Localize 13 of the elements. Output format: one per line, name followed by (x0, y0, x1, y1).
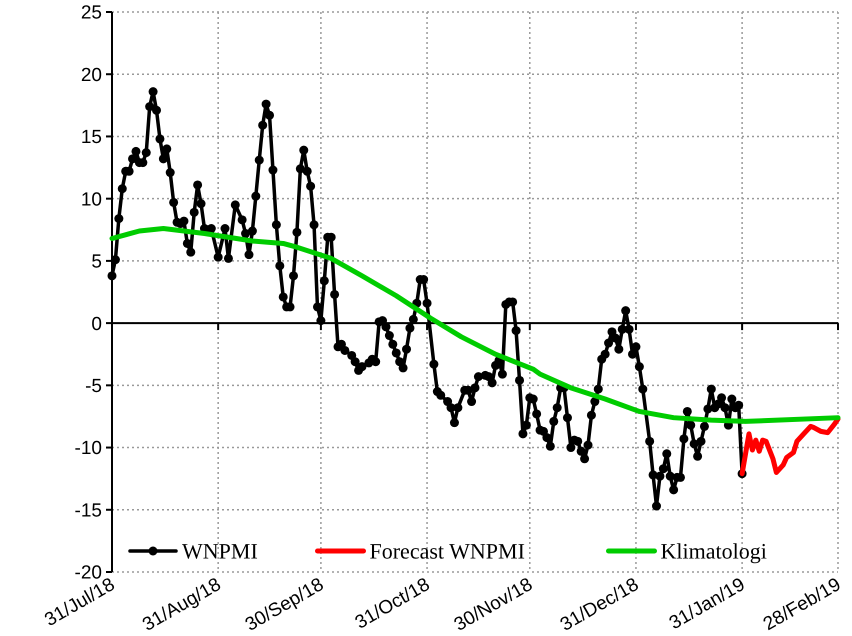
legend-label: Forecast WNPMI (370, 538, 525, 564)
y-tick-label: -15 (74, 500, 102, 522)
y-tick-label: 25 (80, 2, 102, 24)
y-tick-label: 0 (91, 314, 102, 335)
y-tick-label: -20 (74, 562, 102, 584)
y-tick-label: 20 (80, 64, 102, 86)
legend-label: Klimatologi (660, 538, 767, 564)
y-tick-label: 5 (91, 252, 102, 273)
y-tick-label: 10 (80, 189, 102, 210)
y-tick-label: -5 (85, 376, 102, 397)
y-tick-label: 15 (80, 127, 102, 148)
legend-label: WNPMI (182, 538, 258, 564)
y-tick-label: -10 (74, 438, 102, 460)
